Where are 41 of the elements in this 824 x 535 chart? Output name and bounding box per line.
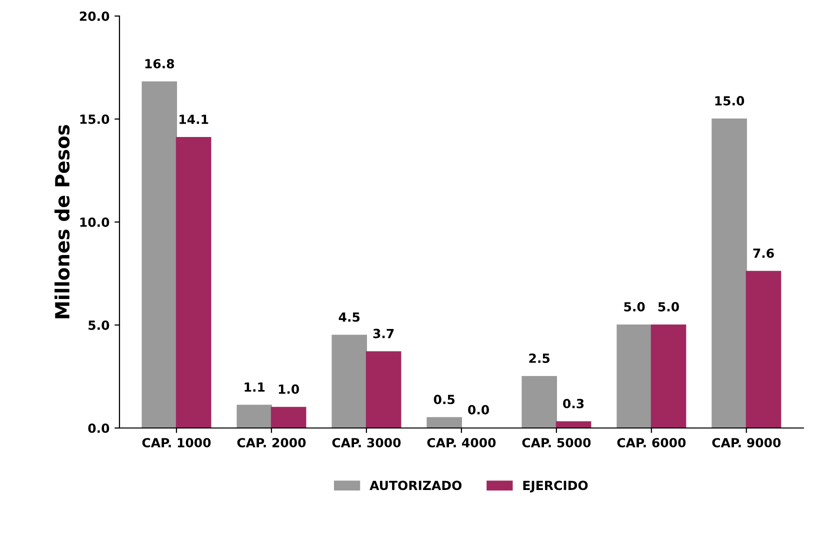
bar xyxy=(616,324,652,428)
x-tick-label: CAP. 1000 xyxy=(142,438,211,448)
y-axis-title: Millones de Pesos xyxy=(54,125,70,318)
bar xyxy=(650,324,686,428)
legend-label: AUTORIZADO xyxy=(370,480,462,490)
data-label: 14.1 xyxy=(180,114,208,124)
data-label: 3.7 xyxy=(373,328,394,338)
data-label: 0.3 xyxy=(563,398,584,408)
bar xyxy=(366,351,402,428)
data-label: 16.8 xyxy=(145,58,174,68)
x-tick-label: CAP. 4000 xyxy=(427,438,496,448)
y-tick-label: 20.0 xyxy=(80,12,110,21)
y-tick-label: 15.0 xyxy=(80,114,110,124)
x-tick-label: CAP. 2000 xyxy=(237,438,306,448)
data-label: 2.5 xyxy=(529,354,550,363)
data-label: 1.0 xyxy=(278,384,300,394)
data-label: 0.0 xyxy=(468,405,490,414)
y-tick-label: 10.0 xyxy=(80,217,110,227)
data-label: 4.5 xyxy=(338,312,360,322)
bar xyxy=(142,81,178,428)
data-label: 15.0 xyxy=(715,96,744,106)
x-tick-label: CAP. 9000 xyxy=(712,438,781,448)
x-tick-label: CAP. 3000 xyxy=(332,438,401,448)
bar xyxy=(746,270,782,428)
bar xyxy=(236,404,272,428)
bar xyxy=(712,118,747,428)
bar xyxy=(176,137,212,428)
data-label: 1.1 xyxy=(244,382,265,392)
bar xyxy=(332,334,368,428)
data-label: 0.5 xyxy=(434,394,455,404)
data-label: 7.6 xyxy=(753,248,774,258)
bar xyxy=(426,417,462,428)
x-tick-label: CAP. 6000 xyxy=(617,438,686,448)
bar xyxy=(270,406,306,428)
x-tick-label: CAP. 5000 xyxy=(522,438,591,448)
y-tick-label: 5.0 xyxy=(88,320,110,330)
y-tick-label: 0.0 xyxy=(88,423,110,433)
bar xyxy=(522,376,557,428)
data-label: 5.0 xyxy=(624,302,645,312)
legend-label: EJERCIDO xyxy=(523,480,588,492)
data-label: 5.0 xyxy=(658,302,679,312)
